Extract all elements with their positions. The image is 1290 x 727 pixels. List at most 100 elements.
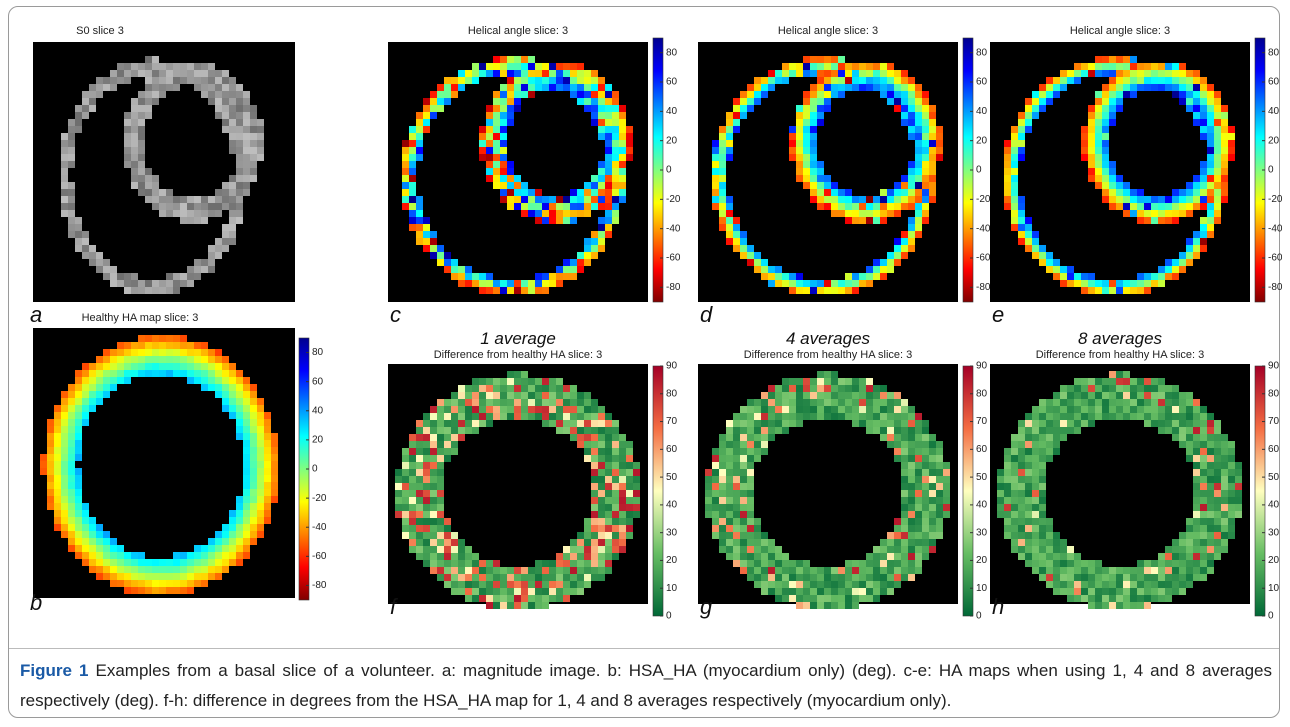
image-pixel [936,455,943,462]
image-pixel [458,546,465,553]
image-pixel [591,490,598,497]
image-pixel [817,168,824,175]
image-pixel [570,392,577,399]
image-pixel [803,392,810,399]
image-pixel [1025,539,1032,546]
image-pixel [1095,63,1102,70]
image-pixel [887,420,894,427]
image-pixel [880,413,887,420]
image-pixel [68,384,75,391]
image-pixel [1130,595,1137,602]
image-pixel [110,363,117,370]
image-pixel [577,420,584,427]
image-pixel [726,154,733,161]
image-pixel [215,238,222,245]
image-pixel [761,266,768,273]
image-pixel [1004,196,1011,203]
image-pixel [173,203,180,210]
image-pixel [1193,434,1200,441]
image-pixel [82,405,89,412]
image-pixel [528,287,535,294]
image-pixel [605,455,612,462]
image-pixel [894,546,901,553]
image-pixel [577,539,584,546]
image-pixel [712,147,719,154]
image-pixel [1158,84,1165,91]
image-pixel [936,154,943,161]
image-pixel [264,454,271,461]
panel-letter: g [700,594,713,619]
image-pixel [444,560,451,567]
image-pixel [166,77,173,84]
image-pixel [145,63,152,70]
image-pixel [1130,196,1137,203]
image-pixel [936,532,943,539]
image-pixel [145,580,152,587]
image-pixel [719,469,726,476]
image-pixel [1144,210,1151,217]
image-pixel [1018,497,1025,504]
image-pixel [789,399,796,406]
image-pixel [423,217,430,224]
colorbar-tick-label: 40 [1268,106,1280,117]
image-pixel [612,427,619,434]
image-pixel [82,384,89,391]
image-pixel [1116,588,1123,595]
image-pixel [901,434,908,441]
image-pixel [1004,469,1011,476]
image-pixel [845,70,852,77]
image-pixel [1123,84,1130,91]
image-pixel [145,280,152,287]
image-pixel [1088,175,1095,182]
image-pixel [1179,63,1186,70]
image-pixel [1053,420,1060,427]
image-pixel [1088,161,1095,168]
image-pixel [1214,91,1221,98]
image-pixel [138,573,145,580]
image-pixel [1046,553,1053,560]
image-pixel [1004,189,1011,196]
image-pixel [612,196,619,203]
image-pixel [880,539,887,546]
image-pixel [68,189,75,196]
image-pixel [138,280,145,287]
image-pixel [598,490,605,497]
image-pixel [922,490,929,497]
image-pixel [187,356,194,363]
image-pixel [145,168,152,175]
image-pixel [1109,413,1116,420]
image-pixel [257,482,264,489]
image-pixel [584,259,591,266]
image-pixel [194,370,201,377]
panel-letter: a [30,302,42,327]
image-pixel [859,84,866,91]
image-pixel [451,546,458,553]
image-pixel [1151,70,1158,77]
image-pixel [563,427,570,434]
image-pixel [1186,448,1193,455]
image-pixel [173,210,180,217]
image-pixel [577,91,584,98]
image-pixel [1130,413,1137,420]
image-pixel [1207,525,1214,532]
image-pixel [40,454,47,461]
image-pixel [1186,399,1193,406]
image-pixel [908,511,915,518]
image-pixel [1018,553,1025,560]
image-pixel [908,231,915,238]
image-pixel [619,105,626,112]
image-pixel [733,504,740,511]
image-pixel [626,455,633,462]
image-pixel [208,573,215,580]
image-pixel [68,119,75,126]
image-pixel [166,210,173,217]
image-pixel [1200,511,1207,518]
image-pixel [612,511,619,518]
colorbar-tick-label: 20 [976,135,988,146]
image-pixel [458,420,465,427]
image-pixel [229,210,236,217]
image-pixel [180,573,187,580]
image-pixel [1130,77,1137,84]
image-pixel [1109,595,1116,602]
image-pixel [1130,280,1137,287]
